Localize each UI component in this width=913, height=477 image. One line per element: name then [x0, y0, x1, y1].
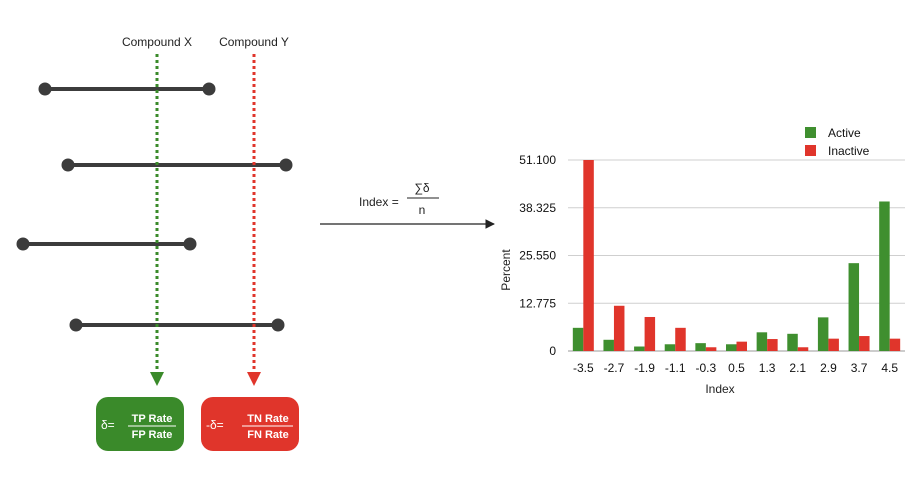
delta-prefix: δ= [101, 418, 115, 432]
compound-y-label: Compound Y [219, 35, 289, 49]
x-tick-label: -2.7 [604, 361, 625, 375]
bar-active--0.3 [695, 343, 706, 351]
bar-active-4.5 [879, 201, 890, 351]
interval-segment-1 [38, 82, 216, 96]
fp-rate-label: FP Rate [132, 429, 173, 441]
bar-active-3.7 [848, 263, 860, 351]
x-axis-label: Index [705, 382, 734, 396]
x-tick-label: 0.5 [728, 361, 745, 375]
compound-x-arrowhead [150, 372, 164, 386]
y-tick-label: 12.775 [519, 296, 556, 310]
legend-swatch-inactive [805, 145, 816, 156]
x-tick-label: -1.1 [665, 361, 686, 375]
interval-segment-2 [61, 158, 293, 172]
x-tick-label: 1.3 [759, 361, 776, 375]
chart-legend: Active Inactive [805, 126, 870, 158]
index-histogram-chart: 51.100 38.325 25.550 12.775 0 -3.5 -2.7 -1.9 -1… [499, 126, 905, 396]
bar-active-1.3 [756, 332, 768, 351]
formula-denominator: n [419, 203, 426, 217]
bar-active--1.1 [664, 344, 676, 351]
chart-bars [572, 160, 901, 351]
neg-delta-prefix: -δ= [206, 418, 224, 432]
chart-y-ticks: 51.100 38.325 25.550 12.775 0 [519, 153, 556, 358]
fn-rate-label: FN Rate [247, 429, 289, 441]
bar-inactive-1.3 [767, 339, 778, 351]
y-tick-label: 51.100 [519, 153, 556, 167]
formula-lhs: Index = [359, 195, 399, 209]
bar-active--2.7 [603, 339, 614, 351]
legend-swatch-active [805, 127, 816, 138]
bar-active--1.9 [634, 346, 645, 351]
index-formula: Index = ∑δ n [359, 181, 439, 217]
bar-inactive--1.1 [675, 327, 686, 351]
bar-inactive-2.9 [828, 338, 839, 351]
x-tick-label: 2.1 [789, 361, 806, 375]
bar-inactive--1.9 [644, 316, 656, 351]
legend-label-active: Active [828, 126, 861, 140]
bar-active-2.9 [817, 317, 829, 351]
bar-active-0.5 [726, 344, 737, 351]
bar-inactive-0.5 [736, 341, 747, 351]
bar-inactive--2.7 [613, 305, 625, 351]
y-axis-label: Percent [499, 249, 513, 291]
x-tick-label: 2.9 [820, 361, 837, 375]
x-tick-label: -3.5 [573, 361, 594, 375]
interval-segment-4 [69, 318, 285, 332]
interval-segment-3 [16, 237, 197, 251]
compound-y-arrowhead [247, 372, 261, 386]
compound-y-dotted-line [247, 54, 261, 386]
tn-rate-label: TN Rate [247, 413, 289, 425]
bar-inactive-3.7 [859, 336, 870, 351]
bar-inactive--3.5 [583, 160, 594, 351]
legend-label-inactive: Inactive [828, 144, 870, 158]
bar-active--3.5 [572, 327, 584, 351]
x-tick-label: -0.3 [696, 361, 717, 375]
y-tick-label: 25.550 [519, 249, 556, 263]
y-tick-label: 38.325 [519, 201, 556, 215]
tn-fn-rate-box: -δ= TN Rate FN Rate [201, 397, 299, 451]
interval-segments [16, 82, 293, 332]
x-tick-label: 4.5 [881, 361, 898, 375]
x-tick-label: 3.7 [851, 361, 868, 375]
y-tick-label: 0 [549, 344, 556, 358]
bar-active-2.1 [787, 333, 798, 351]
bar-inactive-2.1 [797, 347, 809, 351]
formula-numerator: ∑δ [414, 181, 430, 195]
x-tick-label: -1.9 [634, 361, 655, 375]
bar-inactive-4.5 [889, 338, 901, 351]
chart-x-ticks: -3.5 -2.7 -1.9 -1.1 -0.3 0.5 1.3 2.1 2.9 3.7 4.5 [573, 361, 898, 375]
tp-rate-label: TP Rate [132, 413, 173, 425]
tp-fp-rate-box: δ= TP Rate FP Rate [96, 397, 184, 451]
bar-inactive--0.3 [705, 347, 717, 351]
compound-x-dotted-line [150, 54, 164, 386]
compound-x-label: Compound X [122, 35, 192, 49]
